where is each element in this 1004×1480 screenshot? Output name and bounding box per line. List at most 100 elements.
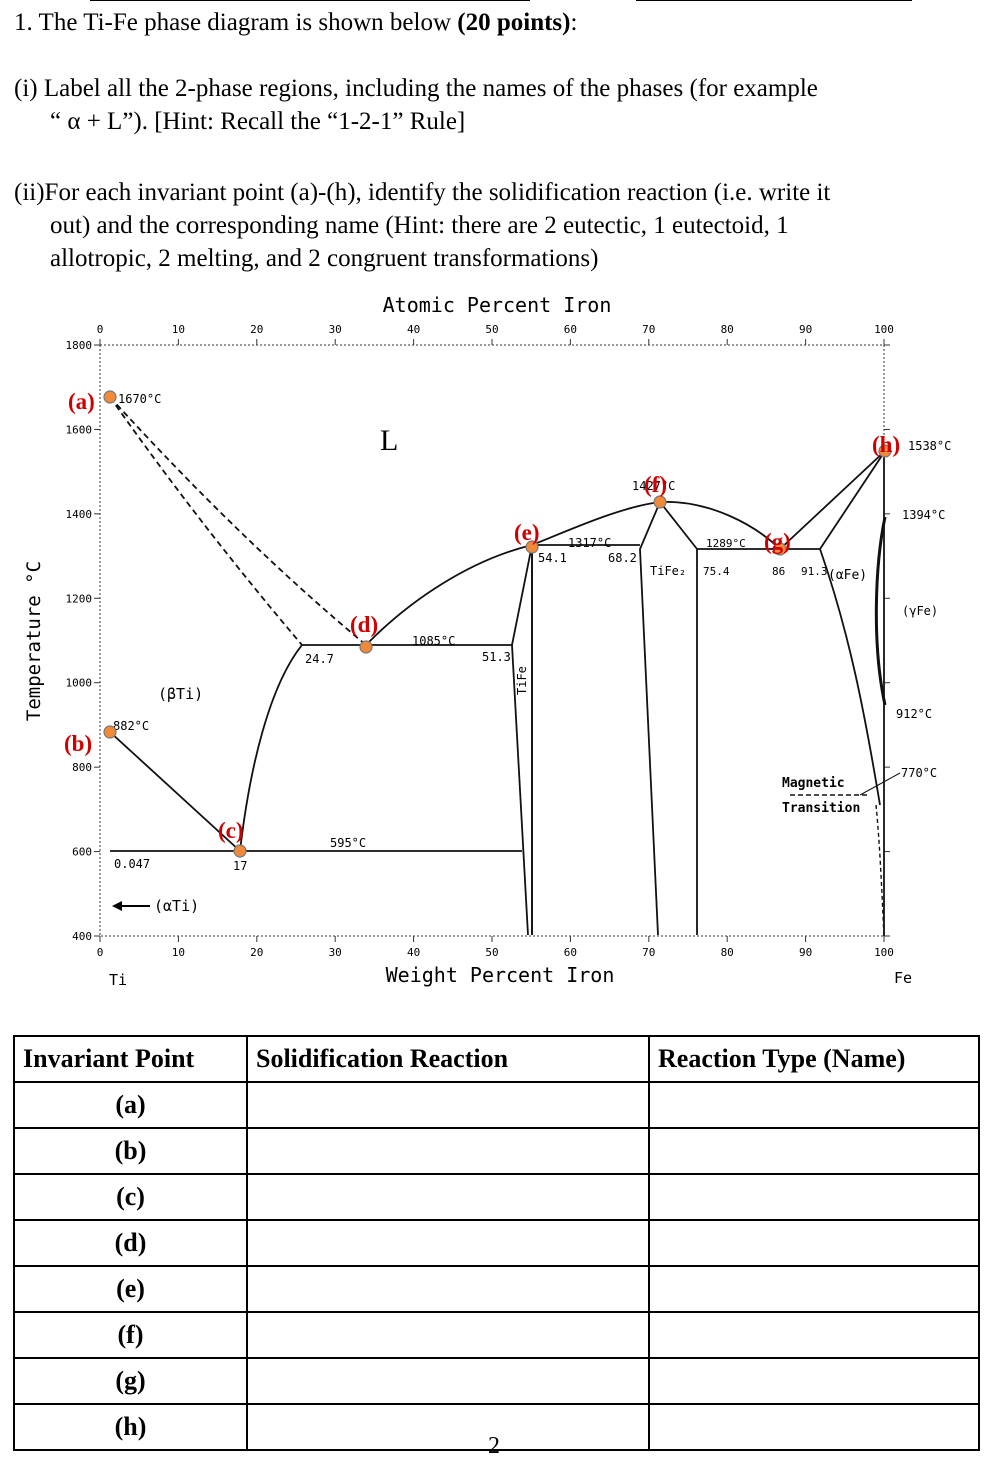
- point-label-f: (f): [644, 472, 667, 497]
- comp-541: 54.1: [538, 551, 567, 565]
- reaction-type-cell[interactable]: [648, 1173, 980, 1221]
- reaction-type-cell[interactable]: [648, 1265, 980, 1313]
- point-marker-g: [773, 542, 787, 556]
- point-marker-a: [103, 390, 117, 404]
- bottom-tick-label: 70: [642, 946, 655, 959]
- bottom-axis-label: Weight Percent Iron: [386, 963, 615, 987]
- comp-754: 75.4: [703, 565, 730, 578]
- bottom-tick-label: 100: [874, 946, 894, 959]
- plot-frame: [99, 344, 885, 937]
- y-tick-label: 1600: [66, 423, 93, 436]
- reaction-type-cell[interactable]: [648, 1357, 980, 1405]
- solidification-reaction-cell[interactable]: [246, 1081, 650, 1129]
- invariant-point-cell: (d): [13, 1219, 248, 1267]
- point-marker-d: [359, 640, 373, 654]
- end-label-fe: Fe: [894, 969, 912, 987]
- solidification-reaction-cell[interactable]: [246, 1127, 650, 1175]
- alpha-ti-arrowhead: [112, 901, 122, 911]
- header-solidification-reaction: Solidification Reaction: [246, 1035, 650, 1083]
- y-tick-label: 1400: [66, 508, 93, 521]
- solidification-reaction-cell[interactable]: [246, 1357, 650, 1405]
- table-row: (e): [13, 1265, 980, 1313]
- bottom-tick-label: 80: [721, 946, 734, 959]
- temp-595: 595°C: [330, 836, 366, 850]
- temp-1394: 1394°C: [902, 508, 945, 522]
- top-tick-label: 50: [485, 323, 498, 336]
- reaction-type-cell[interactable]: [648, 1127, 980, 1175]
- header-rule-right: [636, 0, 912, 1]
- invariant-point-cell: (a): [13, 1081, 248, 1129]
- temp-d: 1085°C: [412, 634, 455, 648]
- phase-alpha-ti: (αTi): [154, 897, 199, 915]
- point-marker-f: [653, 495, 667, 509]
- invariant-point-cell: (c): [13, 1173, 248, 1221]
- ti-fe-phase-diagram: 0 10 20 30 40 50 60 70 80 90 1000 10 20 30 40 50 60 70 80 9…: [23, 293, 951, 989]
- point-label-e: (e): [514, 520, 540, 545]
- solidification-reaction-cell[interactable]: [246, 1403, 650, 1451]
- solidification-reaction-cell[interactable]: [246, 1173, 650, 1221]
- comp-0047: 0.047: [114, 857, 150, 871]
- point-label-h: (h): [872, 432, 900, 457]
- table-row: (g): [13, 1357, 980, 1405]
- invariant-point-cell: (h): [13, 1403, 248, 1451]
- region-liquid: L: [380, 424, 398, 457]
- top-tick-label: 80: [721, 323, 734, 336]
- comp-682: 68.2: [608, 551, 637, 565]
- solidification-reaction-cell[interactable]: [246, 1311, 650, 1359]
- liquidus-ti-side-2: [109, 396, 303, 646]
- solidification-reaction-cell[interactable]: [246, 1265, 650, 1313]
- top-tick-label: 40: [407, 323, 420, 336]
- top-tick-label: 60: [564, 323, 577, 336]
- question-part-2: (ii)For each invariant point (a)-(h), id…: [14, 179, 831, 272]
- reaction-type-cell[interactable]: [648, 1081, 980, 1129]
- header-reaction-type: Reaction Type (Name): [648, 1035, 980, 1083]
- bottom-tick-label: 50: [485, 946, 498, 959]
- table-row: (h): [13, 1403, 980, 1451]
- point-marker-e: [525, 540, 539, 554]
- end-label-ti: Ti: [109, 971, 127, 989]
- y-tick-label: 600: [72, 846, 92, 859]
- solidification-reaction-cell[interactable]: [246, 1219, 650, 1267]
- question-part-1: (i) Label all the 2-phase regions, inclu…: [14, 75, 818, 135]
- point-label-b: (b): [64, 731, 92, 756]
- bottom-tick-label: 20: [250, 946, 263, 959]
- reaction-type-cell[interactable]: [648, 1403, 980, 1451]
- gamma-loop: [874, 516, 887, 706]
- top-axis-label: Atomic Percent Iron: [383, 293, 612, 317]
- beta-alpha-left: [109, 731, 241, 852]
- point-label-a: (a): [68, 389, 95, 414]
- table-row: (b): [13, 1127, 980, 1175]
- y-tick-label: 800: [72, 761, 92, 774]
- invariant-points-table: Invariant Point Solidification Reaction …: [13, 1035, 980, 1451]
- invariant-point-cell: (f): [13, 1311, 248, 1359]
- point-marker-b: [103, 725, 117, 739]
- tife-left-solvus: [511, 644, 529, 936]
- reaction-type-cell[interactable]: [648, 1219, 980, 1267]
- table-header-row: Invariant Point Solidification Reaction …: [13, 1035, 980, 1083]
- top-tick-label: 90: [799, 323, 812, 336]
- comp-17: 17: [233, 859, 247, 873]
- temp-e: 1317°C: [568, 536, 611, 550]
- tife2-left: [639, 501, 661, 936]
- point-label-g: (g): [764, 529, 791, 554]
- magnetic-curve: [875, 804, 885, 937]
- invariant-point-cell: (e): [13, 1265, 248, 1313]
- bottom-tick-label: 40: [407, 946, 420, 959]
- top-tick-label: 0: [97, 323, 104, 336]
- magnetic-label-2: Transition: [782, 801, 860, 816]
- phase-beta-ti: (βTi): [158, 685, 203, 703]
- invariant-point-cell: (g): [13, 1357, 248, 1405]
- phase-tife: TiFe: [515, 666, 529, 695]
- alpha-fe-solvus: [819, 548, 881, 806]
- y-tick-label: 1800: [66, 339, 93, 352]
- top-tick-label: 20: [250, 323, 263, 336]
- table-row: (d): [13, 1219, 980, 1267]
- alpha-fe-solidus: [819, 450, 886, 550]
- reaction-type-cell[interactable]: [648, 1311, 980, 1359]
- liquidus-ti-side: [109, 396, 367, 646]
- point-marker-h: [878, 444, 892, 458]
- point-marker-c: [233, 844, 247, 858]
- leader-770: [859, 772, 901, 796]
- temp-a: 1670°C: [118, 392, 161, 406]
- y-tick-label: 1000: [66, 677, 93, 690]
